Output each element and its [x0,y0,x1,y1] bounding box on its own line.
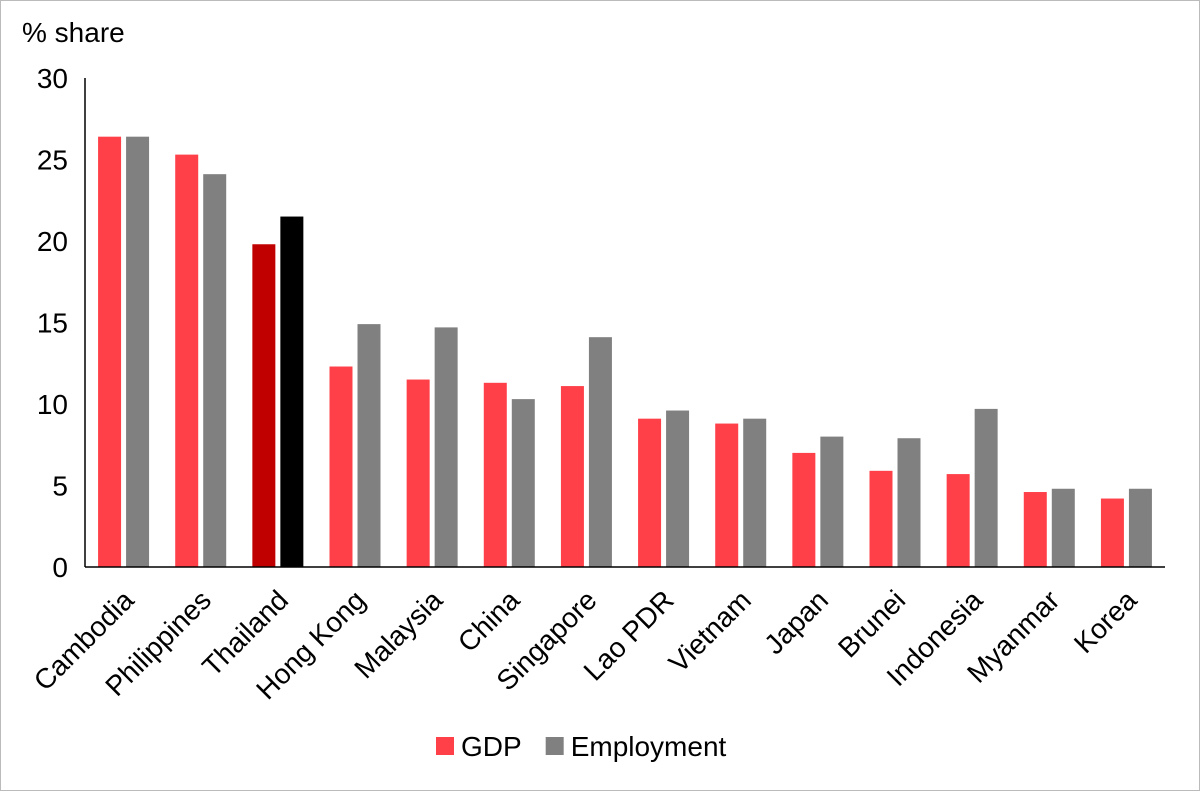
bar [483,382,507,567]
bar [1100,498,1124,567]
bar [357,324,381,567]
bar [946,474,970,567]
y-tick-label: 30 [37,63,68,94]
y-tick-label: 25 [37,145,68,176]
legend-label: Employment [571,731,727,762]
y-axis-label: % share [22,17,125,48]
bar [1023,492,1047,567]
bar [280,216,304,568]
bar [743,418,767,567]
bar [1051,488,1075,567]
legend-swatch [545,737,564,755]
bar [1128,488,1152,567]
bar [666,410,690,567]
bar [820,436,844,567]
bar [434,327,458,567]
bar [715,423,739,567]
bar [175,154,199,568]
y-tick-label: 15 [37,308,68,339]
bar [252,244,276,567]
legend-label: GDP [461,731,522,762]
bar [974,408,998,567]
bar [588,337,612,567]
bar [406,379,430,567]
bar [126,136,150,567]
bar [638,418,662,567]
bar [560,386,584,567]
y-tick-label: 20 [37,226,68,257]
legend-swatch [436,737,454,755]
bar [329,366,353,567]
y-tick-label: 5 [52,471,68,502]
bar [203,174,227,568]
bar [511,399,535,567]
y-tick-label: 10 [37,389,68,420]
bar [792,452,816,567]
bar [98,136,122,567]
bar [869,470,893,567]
bar [897,438,921,567]
y-tick-label: 0 [52,552,68,583]
